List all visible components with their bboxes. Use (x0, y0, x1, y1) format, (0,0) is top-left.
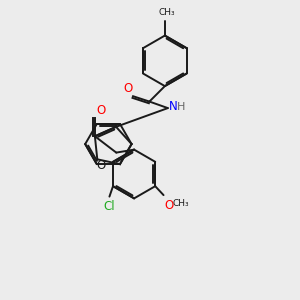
Text: H: H (177, 102, 186, 112)
Text: O: O (96, 104, 105, 117)
Text: O: O (164, 199, 173, 212)
Text: CH₃: CH₃ (158, 8, 175, 17)
Text: N: N (169, 100, 178, 113)
Text: O: O (123, 82, 132, 95)
Text: O: O (96, 159, 106, 172)
Text: CH₃: CH₃ (172, 199, 189, 208)
Text: Cl: Cl (103, 200, 115, 213)
